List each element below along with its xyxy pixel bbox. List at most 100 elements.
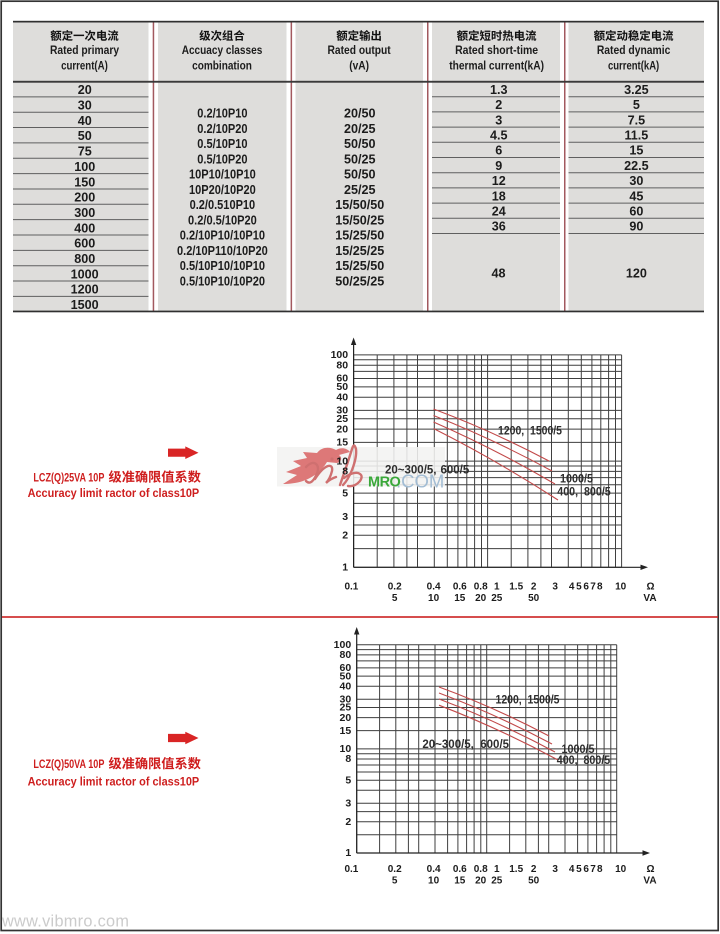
svg-text:40: 40 [78, 114, 92, 128]
svg-text:Accuacy classes: Accuacy classes [182, 43, 263, 57]
svg-text:50/25/25: 50/25/25 [335, 275, 384, 289]
svg-text:80: 80 [340, 649, 352, 661]
svg-text:100: 100 [334, 639, 352, 651]
svg-text:0.2/10P20: 0.2/10P20 [197, 122, 247, 136]
svg-text:400, 800/5: 400, 800/5 [557, 486, 611, 498]
svg-text:15: 15 [340, 725, 352, 737]
svg-text:3: 3 [495, 113, 502, 127]
svg-text:3: 3 [552, 864, 558, 875]
svg-text:100: 100 [331, 349, 349, 361]
svg-text:1000/5: 1000/5 [562, 744, 596, 756]
svg-text:12: 12 [492, 174, 506, 188]
svg-text:48: 48 [491, 266, 505, 280]
svg-text:30: 30 [340, 693, 352, 705]
svg-text:2: 2 [345, 816, 351, 828]
svg-text:10: 10 [340, 743, 352, 755]
svg-text:0.1: 0.1 [344, 582, 358, 593]
svg-text:Ω: Ω [646, 582, 654, 593]
svg-text:15/25/25: 15/25/25 [335, 244, 384, 258]
svg-text:10P20/10P20: 10P20/10P20 [189, 183, 256, 197]
svg-text:25: 25 [336, 413, 348, 425]
svg-text:6: 6 [495, 144, 502, 158]
svg-text:50/50: 50/50 [344, 168, 376, 182]
svg-text:10: 10 [428, 593, 440, 604]
svg-text:4: 4 [569, 864, 575, 875]
svg-text:40: 40 [340, 680, 352, 692]
svg-text:current(A): current(A) [61, 59, 108, 73]
svg-text:400, 800/5: 400, 800/5 [557, 755, 611, 767]
svg-text:50: 50 [528, 593, 540, 604]
svg-text:10: 10 [336, 455, 348, 467]
svg-text:www.vibmro.com: www.vibmro.com [1, 913, 129, 931]
svg-text:1: 1 [342, 562, 348, 574]
svg-text:7: 7 [590, 864, 596, 875]
svg-text:0.6: 0.6 [453, 582, 467, 593]
svg-text:0.2: 0.2 [388, 864, 402, 875]
svg-text:50/50: 50/50 [344, 137, 376, 151]
svg-text:50/25: 50/25 [344, 152, 376, 166]
svg-text:0.8: 0.8 [474, 582, 488, 593]
svg-text:45: 45 [629, 189, 643, 203]
svg-text:11.5: 11.5 [624, 129, 648, 143]
svg-text:40: 40 [336, 391, 348, 403]
svg-text:7.5: 7.5 [628, 113, 646, 127]
svg-text:.COM: .COM [396, 471, 444, 492]
svg-text:3: 3 [342, 511, 348, 523]
svg-text:15/25/50: 15/25/50 [335, 229, 384, 243]
svg-text:Ω: Ω [646, 864, 654, 875]
svg-text:20/25: 20/25 [344, 122, 376, 136]
svg-text:100: 100 [74, 160, 95, 174]
svg-text:30: 30 [336, 405, 348, 417]
svg-text:10: 10 [615, 582, 627, 593]
svg-text:8: 8 [597, 582, 603, 593]
svg-text:20~300/5, 600/5: 20~300/5, 600/5 [422, 739, 509, 751]
svg-text:400: 400 [74, 221, 95, 235]
svg-text:9: 9 [495, 159, 502, 173]
svg-text:15: 15 [629, 144, 643, 158]
svg-text:3: 3 [552, 582, 558, 593]
svg-text:0.2/0.510P10: 0.2/0.510P10 [190, 198, 256, 212]
svg-text:Rated dynamic: Rated dynamic [597, 43, 671, 57]
svg-text:5: 5 [345, 774, 351, 786]
svg-text:2: 2 [495, 98, 502, 112]
svg-text:30: 30 [629, 174, 643, 188]
svg-text:(vA): (vA) [349, 59, 369, 73]
svg-text:50: 50 [340, 670, 352, 682]
svg-text:Rated output: Rated output [328, 43, 391, 57]
svg-text:25: 25 [340, 702, 352, 714]
svg-text:LCZ(Q)50VA 10P: LCZ(Q)50VA 10P [33, 759, 104, 771]
svg-text:8: 8 [597, 864, 603, 875]
svg-text:120: 120 [626, 266, 647, 280]
svg-text:1000: 1000 [71, 267, 99, 281]
svg-text:1200, 1500/5: 1200, 1500/5 [498, 425, 563, 437]
svg-text:0.2/0.5/10P20: 0.2/0.5/10P20 [188, 213, 257, 227]
svg-text:0.4: 0.4 [427, 582, 441, 593]
svg-text:15: 15 [336, 437, 348, 449]
svg-text:60: 60 [336, 373, 348, 385]
svg-text:1.5: 1.5 [509, 582, 523, 593]
svg-text:3: 3 [345, 798, 351, 810]
svg-text:10P10/10P10: 10P10/10P10 [189, 168, 256, 182]
svg-text:3.25: 3.25 [624, 83, 649, 97]
svg-text:0.8: 0.8 [474, 864, 488, 875]
svg-text:0.4: 0.4 [427, 864, 441, 875]
svg-text:0.5/10P10/10P10: 0.5/10P10/10P10 [180, 259, 265, 273]
svg-text:5: 5 [392, 593, 398, 604]
svg-text:5: 5 [392, 876, 398, 887]
svg-text:50: 50 [528, 876, 540, 887]
svg-text:300: 300 [74, 206, 95, 220]
svg-text:2: 2 [531, 864, 537, 875]
svg-text:20: 20 [340, 712, 352, 724]
svg-text:800: 800 [74, 252, 95, 266]
svg-text:1000/5: 1000/5 [560, 473, 594, 485]
svg-text:50: 50 [78, 129, 92, 143]
svg-text:thermal current(kA): thermal current(kA) [449, 59, 544, 73]
svg-text:5: 5 [576, 582, 582, 593]
svg-text:0.2/10P110/10P20: 0.2/10P110/10P20 [177, 244, 268, 258]
svg-text:1200: 1200 [71, 283, 99, 297]
svg-text:VA: VA [643, 593, 656, 604]
svg-text:25: 25 [491, 876, 503, 887]
svg-text:6: 6 [583, 582, 589, 593]
svg-text:20: 20 [336, 423, 348, 435]
svg-text:0.2/10P10/10P10: 0.2/10P10/10P10 [180, 229, 265, 243]
